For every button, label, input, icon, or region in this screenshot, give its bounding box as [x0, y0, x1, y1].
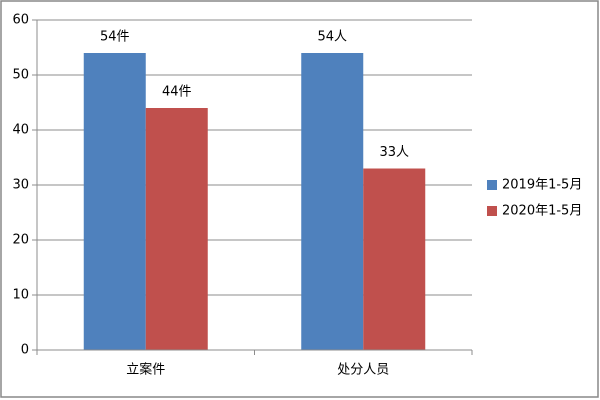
- bar: [301, 53, 364, 350]
- legend-swatch: [487, 180, 497, 190]
- y-tick-label: 0: [21, 343, 29, 358]
- bar: [145, 108, 208, 350]
- value-label: 54件: [100, 30, 130, 45]
- legend-label: 2019年1-5月: [502, 178, 582, 193]
- y-tick-label: 50: [12, 68, 29, 83]
- value-label: 44件: [162, 85, 192, 100]
- legend-label: 2020年1-5月: [502, 204, 582, 219]
- legend-swatch: [487, 206, 497, 216]
- value-label: 54人: [317, 30, 347, 45]
- y-tick-label: 10: [12, 288, 29, 303]
- y-tick-label: 30: [12, 178, 29, 193]
- x-tick-label: 立案件: [126, 363, 165, 378]
- y-tick-label: 20: [12, 233, 29, 248]
- bar: [363, 168, 426, 350]
- y-tick-label: 60: [12, 13, 29, 28]
- y-tick-label: 40: [12, 123, 29, 138]
- x-tick-label: 处分人员: [337, 363, 389, 378]
- bar: [83, 53, 146, 350]
- value-label: 33人: [379, 145, 409, 160]
